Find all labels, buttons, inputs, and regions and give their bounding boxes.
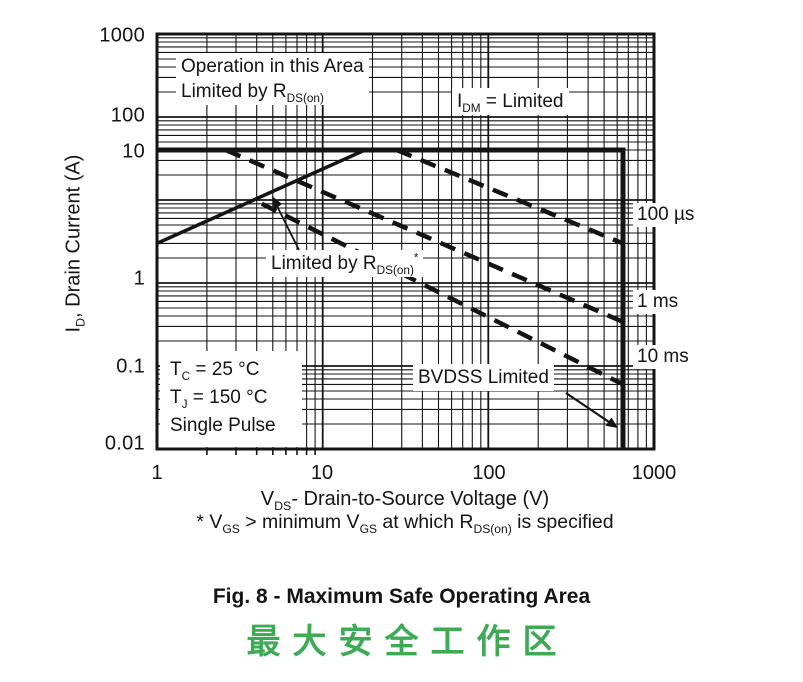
- limited-by-asterisk: *: [413, 251, 419, 265]
- limited-by-pre: Limited by R: [271, 253, 377, 274]
- y-tick-1000: 1000: [99, 24, 145, 47]
- y-tick-0-01: 0.01: [104, 432, 145, 455]
- y-tick-10: 10: [122, 140, 145, 163]
- figure-caption-chinese: 最大安全工作区: [246, 623, 569, 661]
- limited-by-subscript: DS(on): [376, 263, 414, 277]
- x-axis-title: VDS- Drain-to-Source Voltage (V): [260, 488, 550, 513]
- annotation-operation-area: Operation in this Area Limited by RDS(on…: [176, 53, 369, 105]
- x-tick-10: 10: [310, 462, 334, 484]
- y-tick-100: 100: [110, 104, 145, 127]
- condition-pulse: Single Pulse: [170, 415, 276, 436]
- operation-area-line2: Limited by R: [181, 81, 287, 102]
- annotation-conditions: TC = 25 °C TJ = 150 °C Single Pulse: [160, 351, 302, 447]
- annotation-idm-limited: IDM = Limited: [452, 88, 569, 115]
- curve-label-1ms: 1 ms: [633, 290, 683, 314]
- condition-tc: TC = 25 °C: [170, 359, 260, 383]
- annotation-limited-by-rdson: Limited by RDS(on)*: [266, 250, 424, 277]
- annotation-bvdss-limited: BVDSS Limited: [413, 364, 554, 391]
- curve-label-100us: 100 µs: [633, 203, 699, 227]
- idm-post: = Limited: [480, 91, 564, 112]
- condition-tj: TJ = 150 °C: [170, 387, 268, 411]
- operation-area-line1: Operation in this Area: [181, 56, 364, 77]
- rdson-subscript: DS(on): [286, 91, 324, 105]
- y-tick-1: 1: [133, 267, 145, 290]
- footnote-vgs: * VGS > minimum VGS at which RDS(on) is …: [196, 511, 614, 536]
- y-tick-0-1: 0.1: [116, 355, 145, 378]
- idm-subscript: DM: [462, 101, 481, 115]
- figure-caption: Fig. 8 - Maximum Safe Operating Area: [212, 585, 591, 608]
- x-tick-1000: 1000: [631, 462, 677, 484]
- x-tick-1: 1: [151, 462, 163, 484]
- idm-pre: I: [457, 91, 463, 112]
- x-tick-100: 100: [472, 462, 506, 484]
- curve-label-10ms: 10 ms: [633, 345, 693, 369]
- y-axis-title: ID, Drain Current (A): [62, 154, 88, 333]
